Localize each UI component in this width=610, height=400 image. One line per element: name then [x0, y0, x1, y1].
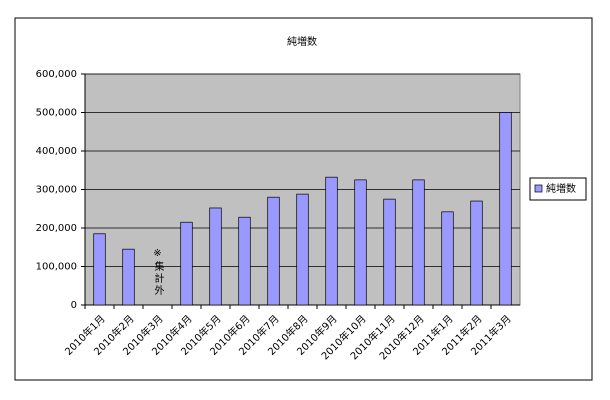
bar	[180, 221, 193, 306]
y-tick-label: 600,000	[36, 69, 77, 80]
y-tick-label: 300,000	[36, 185, 77, 196]
bar	[296, 193, 309, 306]
bar	[412, 179, 425, 306]
legend-label: 純増数	[546, 182, 576, 195]
bar	[122, 248, 135, 306]
bar	[93, 233, 106, 306]
bar	[354, 179, 367, 306]
y-tick-label: 400,000	[36, 146, 77, 157]
y-tick-label: 500,000	[36, 108, 77, 119]
y-tick-label: 200,000	[36, 223, 77, 234]
bar	[470, 200, 483, 306]
bar	[383, 198, 396, 306]
y-tick-label: 0	[71, 300, 77, 311]
chart-title: 純増数	[287, 35, 317, 48]
annotation: ※集計外	[152, 248, 164, 297]
legend-swatch	[534, 184, 543, 193]
legend	[529, 177, 587, 201]
y-tick-label: 100,000	[36, 262, 77, 273]
bar	[441, 211, 454, 306]
bar	[499, 112, 512, 306]
bar	[238, 216, 251, 306]
bar	[325, 176, 338, 306]
bar	[209, 207, 222, 306]
bar	[267, 196, 280, 306]
